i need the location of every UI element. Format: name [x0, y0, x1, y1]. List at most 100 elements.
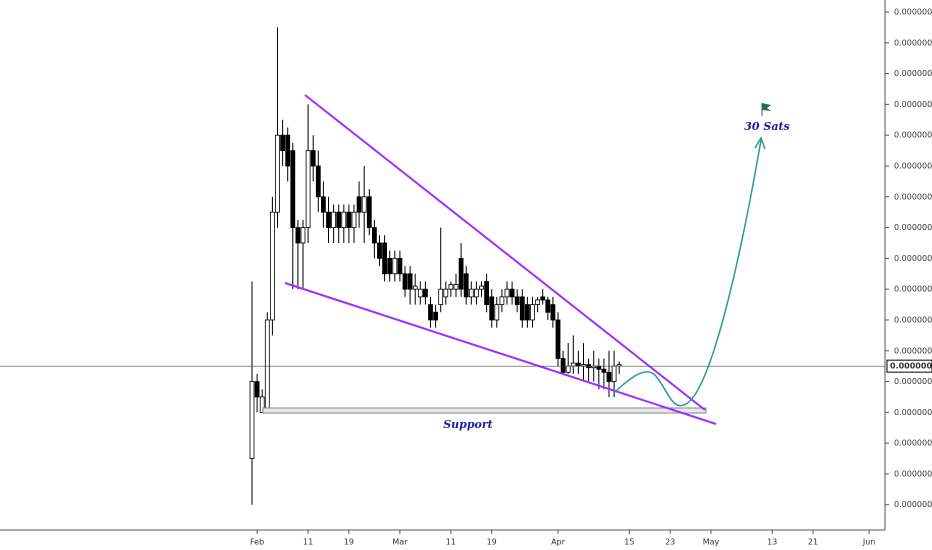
candle-body	[509, 288, 515, 298]
x-tick-label: 21	[808, 538, 818, 547]
support-zone	[262, 407, 707, 414]
candle-body	[275, 134, 280, 213]
candle-body	[565, 365, 571, 373]
x-tick-label: 11	[303, 538, 313, 547]
candle-body	[402, 273, 408, 290]
candle-body	[326, 211, 331, 228]
flag	[762, 103, 771, 111]
candle-body	[606, 371, 612, 382]
candle-body	[422, 288, 428, 298]
candle-body	[407, 273, 413, 290]
y-tick-label: 0.00000014	[894, 377, 932, 386]
candle-body	[479, 285, 484, 290]
candle-body	[448, 284, 454, 290]
candle-body	[305, 150, 311, 228]
candle-body	[494, 304, 500, 321]
candle-body	[473, 288, 479, 298]
candle-body	[535, 299, 540, 305]
x-tick-label: 15	[624, 538, 634, 547]
candle-body	[382, 242, 388, 275]
y-tick-label: 0.00000006	[894, 500, 932, 509]
x-tick-label: 13	[767, 538, 777, 547]
upper-trendline	[304, 94, 706, 411]
arrow-head	[754, 136, 766, 150]
y-tick-label: 0.00000036	[894, 38, 932, 47]
candle-body	[428, 304, 433, 321]
candle-body	[458, 257, 464, 290]
candle-body	[433, 311, 439, 321]
candle-body	[366, 196, 372, 228]
candle-body	[285, 134, 291, 167]
candle-body	[259, 396, 265, 413]
y-tick-label: 0.00000038	[894, 8, 932, 17]
candle-body	[499, 296, 505, 305]
candle-body	[254, 381, 260, 398]
candle-body	[601, 368, 607, 373]
x-tick-label: Apr	[551, 538, 566, 547]
y-tick-label: 0.00000012	[894, 408, 932, 417]
y-tick-label: 0.00000030	[894, 131, 932, 140]
candle-body	[300, 227, 306, 244]
candle-body	[611, 365, 617, 382]
candle-body	[453, 284, 459, 290]
y-tick-label: 0.00000034	[894, 69, 932, 78]
candle-body	[387, 257, 393, 275]
y-tick-label: 0.00000032	[894, 100, 932, 109]
projection-curve	[614, 139, 762, 407]
x-tick-label: May	[703, 538, 720, 547]
candle-body	[576, 362, 581, 367]
candle-body	[596, 365, 602, 370]
candle-body	[371, 227, 377, 244]
candle-body	[525, 304, 530, 321]
candle-body	[315, 165, 321, 198]
price-label: 0.00000015	[890, 362, 932, 371]
candle-body	[504, 288, 510, 298]
y-tick-label: 0.00000008	[894, 469, 932, 478]
target-label: 30 Sats	[744, 120, 789, 133]
candle-body	[341, 211, 347, 228]
axes	[0, 0, 886, 531]
candle-body	[550, 304, 556, 321]
x-tick-label: 11	[446, 538, 456, 547]
candle-body	[295, 227, 301, 244]
candle-body	[489, 296, 495, 321]
candle-body	[555, 319, 561, 359]
candle-body	[377, 242, 382, 259]
candle-body	[540, 296, 546, 301]
candle-body	[463, 273, 469, 298]
y-tick-label: 0.00000020	[894, 285, 932, 294]
candle-body	[484, 281, 490, 305]
lower-trendline	[284, 282, 717, 425]
candle-body	[519, 296, 525, 321]
y-tick-label: 0.00000024	[894, 223, 932, 232]
x-tick-label: Feb	[250, 538, 264, 547]
candle-body	[514, 296, 520, 305]
candle-body	[397, 257, 403, 275]
candle-body	[280, 134, 286, 151]
candle-body	[560, 358, 566, 373]
support-label: Support	[443, 418, 493, 431]
candle-body	[351, 211, 357, 228]
x-tick-label: Jun	[862, 538, 876, 547]
candle-body	[269, 211, 275, 321]
candle-body	[417, 288, 423, 298]
y-tick-label: 0.00000018	[894, 315, 932, 324]
candle-body	[336, 211, 342, 228]
candle-body	[545, 299, 551, 313]
x-tick-label: Mar	[392, 538, 408, 547]
candle-body	[570, 362, 576, 367]
y-tick-label: 0.00000010	[894, 439, 932, 448]
candle-body	[438, 288, 444, 305]
candle-body	[412, 285, 418, 290]
x-tick-label: 19	[487, 538, 497, 547]
candle-body	[392, 257, 398, 275]
candle-body	[290, 150, 296, 228]
candle-body	[356, 196, 362, 213]
y-tick-label: 0.00000026	[894, 192, 932, 201]
candle-body	[331, 211, 337, 228]
candle-body	[468, 288, 474, 298]
price-label-box	[886, 359, 932, 373]
candle-body	[320, 196, 326, 213]
